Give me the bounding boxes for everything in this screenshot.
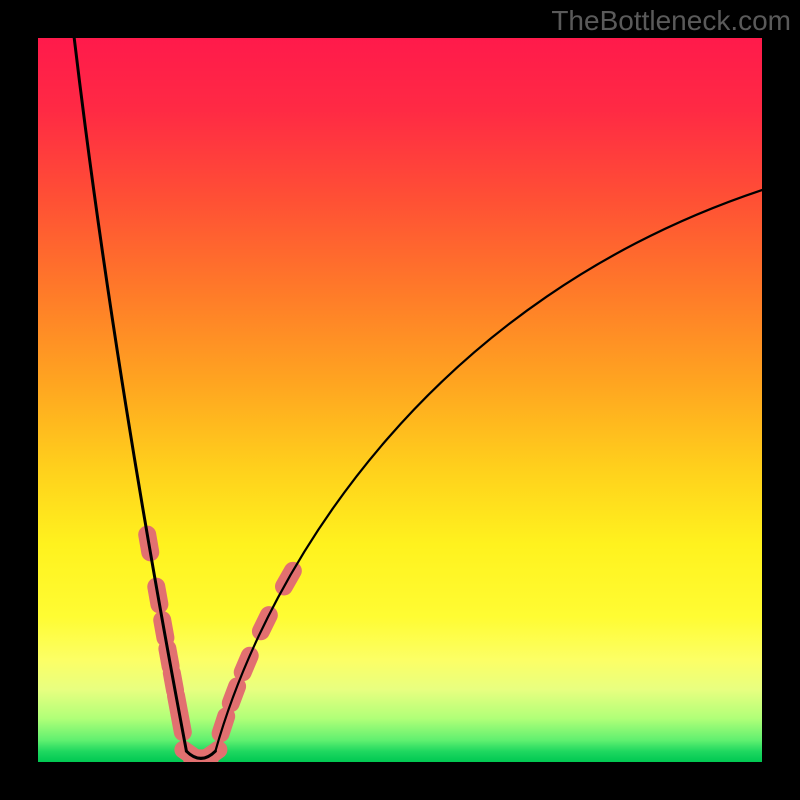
watermark-text: TheBottleneck.com [551, 5, 791, 37]
chart-container: TheBottleneck.com [0, 0, 800, 800]
plot-area [38, 38, 762, 762]
curve-layer [38, 38, 762, 762]
data-markers [147, 535, 293, 760]
curve-right-branch [215, 190, 762, 751]
